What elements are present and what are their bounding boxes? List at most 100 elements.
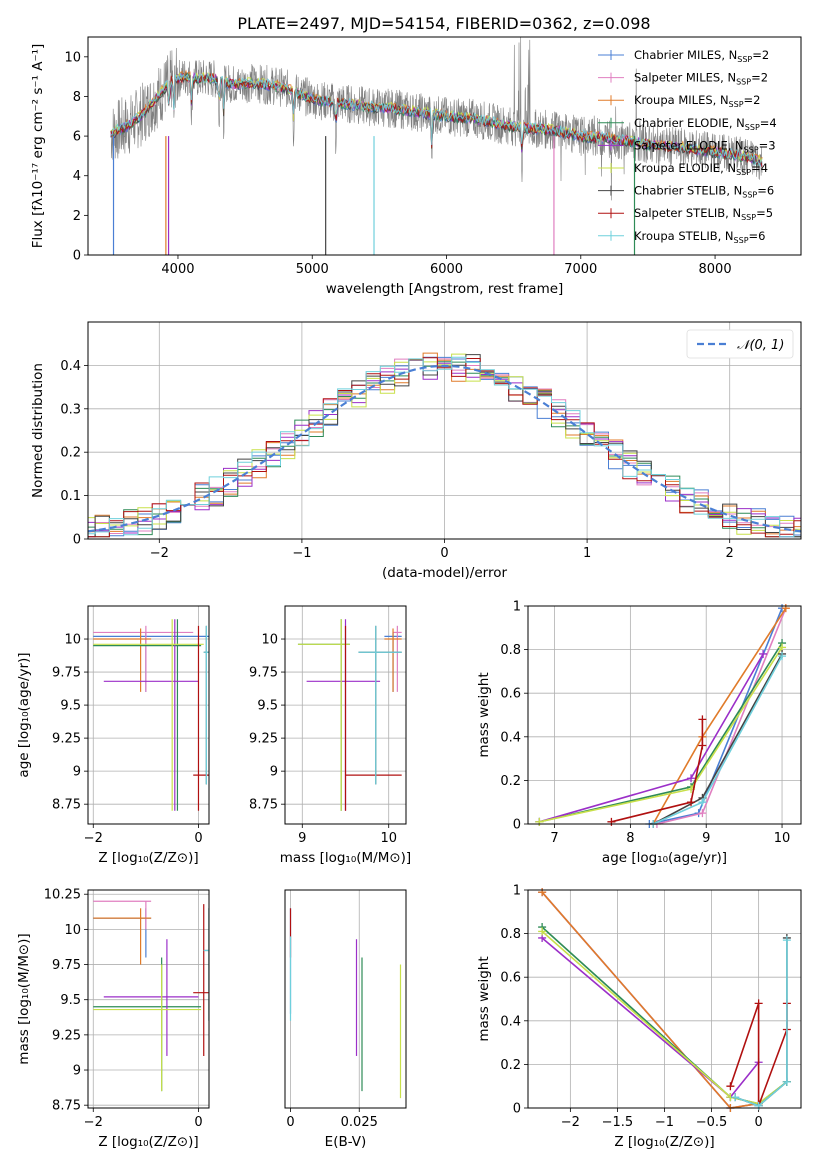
spectrum-ytick-label: 8: [73, 90, 81, 105]
z-weight-panel: −2 −1.5 −1 −0.5 0 0 0.2 0.4 0.6 0.8 1 Z [log₁₀(Z/Z⊙…: [476, 884, 802, 1150]
z-weight-xtick-label: −2: [561, 1115, 580, 1130]
mass-age-xlabel: mass [log₁₀(M/M⊙)]: [280, 850, 411, 866]
z-mass-ytick-label: 8.75: [52, 1099, 81, 1114]
weight-point-marker: [754, 999, 763, 1008]
z-weight-ylabel: mass weight: [476, 956, 492, 1041]
weight-point-marker: [698, 798, 707, 807]
spectrum-ytick-label: 6: [73, 130, 81, 145]
spectrum-ytick-label: 0: [73, 249, 81, 264]
z-age-ytick-label: 9.75: [52, 666, 81, 681]
legend-label: Salpeter MILES, NSSP=2: [634, 71, 768, 87]
ebv-mass-xtick-label: 0.025: [341, 1115, 378, 1130]
weight-series-line: [611, 719, 704, 823]
age-weight-ytick-label: 0.8: [500, 643, 521, 658]
z-weight-ytick-label: 0: [513, 1102, 521, 1117]
z-age-ytick-label: 9.5: [60, 699, 81, 714]
z-age-ytick-label: 9: [73, 765, 81, 780]
mass-age-xtick-label: 9: [298, 831, 306, 846]
z-weight-ytick-label: 0.6: [500, 971, 521, 986]
z-age-ytick-label: 8.75: [52, 798, 81, 813]
z-age-ytick-label: 9.25: [52, 732, 81, 747]
residuals-xtick-label: −2: [150, 546, 169, 561]
residuals-xtick-label: 1: [583, 546, 591, 561]
z-age-xlabel: Z [log₁₀(Z/Z⊙)]: [98, 850, 198, 866]
z-weight-ytick-label: 1: [513, 884, 521, 899]
z-weight-ytick-label: 0.8: [500, 927, 521, 942]
age-weight-frame: [527, 605, 802, 825]
histogram-series: [88, 359, 801, 538]
spectrum-model-line: [110, 72, 763, 167]
z-age-xtick-label: −2: [84, 831, 103, 846]
mass-age-xtick-label: 10: [380, 831, 397, 846]
mass-age-ytick-label: 9.25: [249, 732, 278, 747]
z-mass-ylabel: mass [log₁₀(M/M⊙)]: [16, 933, 32, 1064]
z-age-ylabel: age [log₁₀(age/yr)]: [16, 652, 32, 777]
residuals-ytick-label: 0.3: [60, 402, 81, 417]
weight-point-marker: [778, 652, 787, 661]
ebv-mass-background: [285, 890, 406, 1108]
weight-point-marker: [538, 927, 547, 936]
residuals-ylabel: Normed distribution: [30, 363, 46, 498]
z-age-background: [88, 606, 209, 824]
z-mass-ytick-label: 10.25: [44, 888, 81, 903]
weight-point-marker: [759, 649, 768, 658]
residuals-ytick-label: 0.2: [60, 446, 81, 461]
weight-series-line: [541, 891, 759, 1108]
mass-age-panel: 9 10 8.75 9 9.25 9.5 9.75 10 mass [log₁₀(M/M⊙)]: [249, 605, 411, 866]
spectrum-panel: 4000 5000 6000 7000 8000 0 2 4 6 8 10 wavelength [A…: [30, 36, 802, 297]
age-weight-ytick-label: 0: [513, 818, 521, 833]
z-age-xtick-label: 0: [194, 831, 202, 846]
spectrum-ylabel: Flux [fλ10⁻¹⁷ erg cm⁻² s⁻¹ A⁻¹]: [30, 44, 46, 249]
weight-point-marker: [687, 774, 696, 783]
age-weight-ylabel: mass weight: [476, 672, 492, 757]
z-weight-xtick-label: −0.5: [696, 1115, 728, 1130]
age-weight-ytick-label: 1: [513, 600, 521, 615]
spectrum-xtick-label: 8000: [699, 262, 732, 277]
age-weight-background: [528, 606, 801, 824]
mass-age-frame: [284, 605, 407, 825]
z-mass-xtick-label: 0: [194, 1115, 202, 1130]
ebv-mass-xlabel: E(B-V): [325, 1134, 367, 1150]
z-mass-xtick-label: −2: [84, 1115, 103, 1130]
z-mass-ytick-label: 9: [73, 1064, 81, 1079]
z-weight-xtick-label: 0: [754, 1115, 762, 1130]
spectrum-ytick-label: 4: [73, 169, 81, 184]
z-weight-frame: [527, 889, 802, 1109]
residuals-xtick-label: 0: [440, 546, 448, 561]
weight-point-marker: [687, 798, 696, 807]
weight-point-marker: [698, 715, 707, 724]
z-mass-background: [88, 890, 209, 1108]
weight-point-marker: [731, 1093, 740, 1102]
z-weight-xtick-label: −1: [655, 1115, 674, 1130]
mass-age-ytick-label: 10: [261, 633, 278, 648]
z-mass-ytick-label: 10: [64, 923, 81, 938]
weight-point-marker: [726, 1082, 735, 1091]
residuals-ytick-label: 0.1: [60, 489, 81, 504]
weight-point-marker: [698, 809, 707, 818]
figure-title: PLATE=2497, MJD=54154, FIBERID=0362, z=0…: [237, 14, 650, 33]
legend-label: Salpeter STELIB, NSSP=5: [634, 206, 773, 222]
weight-point-marker: [698, 741, 707, 750]
spectrum-ytick-label: 10: [64, 50, 81, 65]
mass-age-ytick-label: 8.75: [249, 798, 278, 813]
z-mass-xlabel: Z [log₁₀(Z/Z⊙)]: [98, 1134, 198, 1150]
gaussian-reference-line: [87, 364, 802, 533]
residuals-frame: [87, 321, 802, 540]
z-weight-xlabel: Z [log₁₀(Z/Z⊙)]: [614, 1134, 714, 1150]
spectrum-xtick-label: 4000: [161, 262, 194, 277]
spectrum-xtick-label: 6000: [430, 262, 463, 277]
mass-age-ytick-label: 9: [270, 765, 278, 780]
legend-label: Salpeter ELODIE, NSSP=3: [634, 138, 776, 154]
residuals-legend-label: 𝒩(0, 1): [737, 338, 784, 353]
ebv-mass-xtick-label: 0: [286, 1115, 294, 1130]
spectrum-frame: [87, 36, 802, 256]
residuals-ytick-label: 0.4: [60, 359, 81, 374]
residuals-panel: −2 −1 0 1 2 0 0.1 0.2 0.3 0.4 (data-model)/error No…: [30, 321, 802, 581]
weight-point-marker: [782, 936, 791, 945]
z-age-frame: [87, 605, 210, 825]
residuals-xtick-label: 2: [726, 546, 734, 561]
spectrum-xtick-label: 5000: [296, 262, 329, 277]
legend-label: Kroupa STELIB, NSSP=6: [634, 229, 765, 245]
